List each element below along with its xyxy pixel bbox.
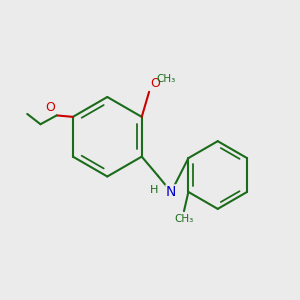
Text: N: N — [166, 185, 176, 199]
Text: CH₃: CH₃ — [157, 74, 176, 85]
Text: O: O — [151, 77, 160, 90]
Text: H: H — [149, 185, 158, 196]
Text: O: O — [45, 101, 55, 114]
Text: CH₃: CH₃ — [174, 214, 194, 224]
